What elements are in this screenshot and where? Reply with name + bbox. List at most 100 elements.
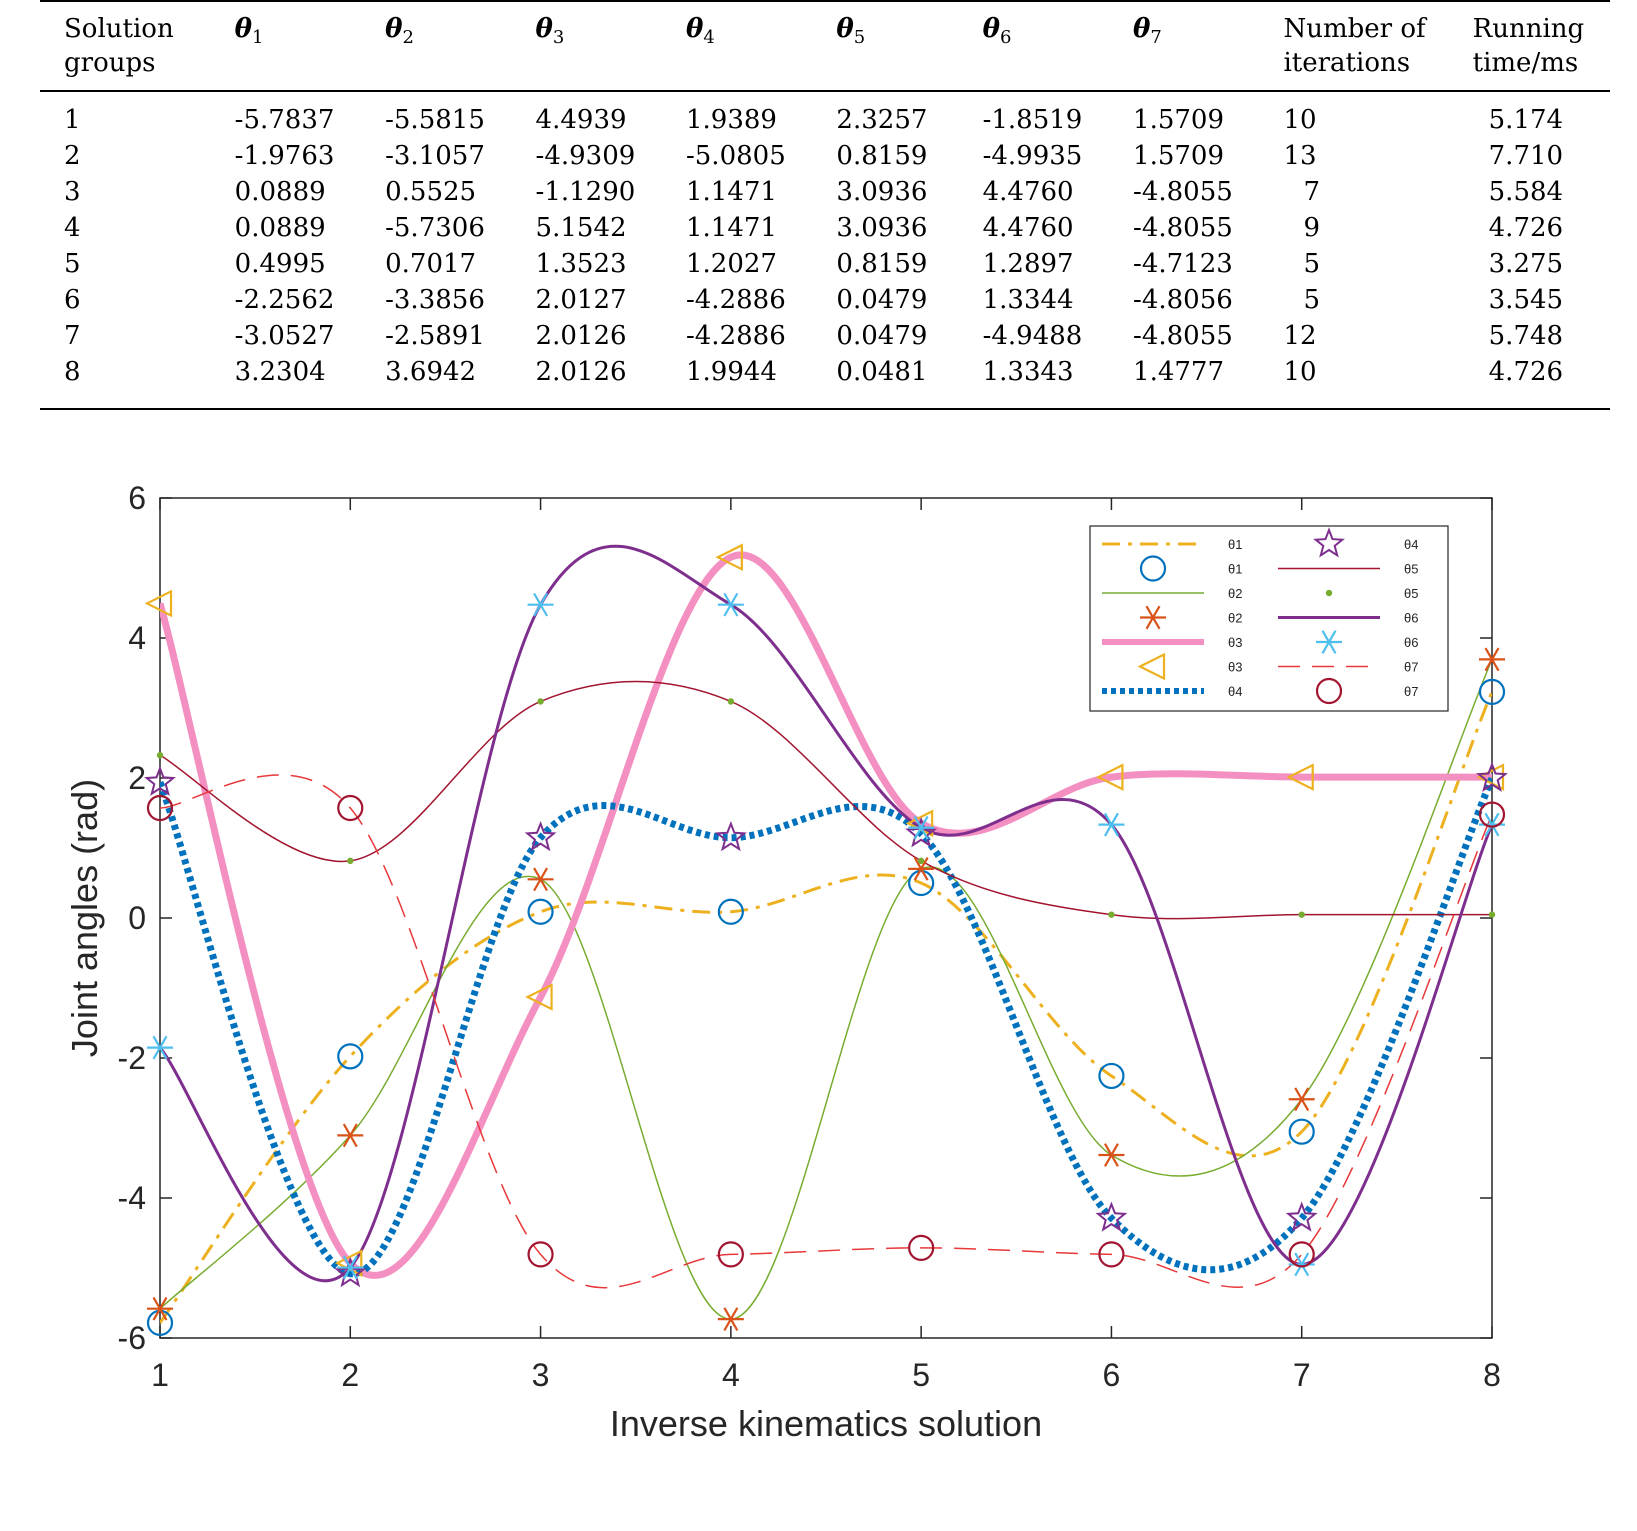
- joint-angles-chart: 1 2 3 4 5 6 7 8 -6 -4 -2 0 2 4 6 Inverse kinematics sol…: [64, 480, 1508, 1444]
- table-cell: 1.2897: [982, 249, 1074, 279]
- data-point-theta5: [1488, 911, 1496, 918]
- data-point-theta6-stroke: [723, 592, 739, 617]
- legend-label: θ4: [1404, 537, 1418, 552]
- table-header-cell: Running time/ms: [1449, 1, 1610, 91]
- table-cell: 1.9944: [685, 357, 777, 387]
- data-point-theta2: [908, 857, 935, 881]
- header-symbol: θ: [535, 14, 553, 44]
- table-cell: -5.5815: [385, 105, 485, 135]
- results-table-container: Solution groups θ1 θ2 θ3 θ4 θ5 θ6 θ7 Number of i…: [40, 0, 1610, 410]
- table-cell: 2.0126: [535, 321, 627, 351]
- data-point-theta6: [337, 1255, 364, 1280]
- legend-label: θ6: [1404, 635, 1418, 650]
- header-symbol: θ: [685, 14, 704, 44]
- data-point-theta1: [717, 898, 744, 925]
- table-cell: -5.7306: [385, 213, 485, 243]
- table-header-row: Solution groups θ1 θ2 θ3 θ4 θ5 θ6 θ7 Number of i…: [40, 1, 1610, 91]
- table-cell: 7: [1303, 177, 1321, 207]
- y-tick-label: 0: [128, 900, 146, 936]
- header-subscript: 3: [552, 27, 565, 49]
- table-cell: -4.8055: [1133, 321, 1233, 351]
- table-cell: 1: [64, 105, 81, 135]
- y-tick-label: -6: [118, 1320, 146, 1356]
- data-point-theta4: [714, 820, 747, 852]
- table-cell: 0.8159: [836, 249, 928, 279]
- table-header-cell: θ6: [959, 1, 1109, 91]
- data-point-theta1: [1478, 678, 1506, 705]
- table-cell: 13: [1283, 141, 1317, 171]
- table-cell: 4.4939: [535, 105, 627, 135]
- legend-marker-theta6: [1316, 630, 1342, 654]
- table-body: 1 -5.7837 -5.5815 4.4939 1.9389 2.3257 -1.8519…: [40, 91, 1610, 409]
- table-cell: 1.3344: [982, 285, 1074, 315]
- data-point-theta7: [146, 794, 174, 822]
- data-point-theta2: [337, 1123, 364, 1148]
- table-cell: 1.5709: [1133, 141, 1225, 171]
- data-point-theta6-stroke: [913, 815, 929, 840]
- y-axis-label: Joint angles (rad): [64, 779, 105, 1057]
- data-point-theta2-stroke: [342, 1123, 358, 1148]
- table-cell: -4.8056: [1133, 285, 1233, 315]
- data-point-theta1: [1098, 1062, 1125, 1090]
- data-point-theta5: [1108, 911, 1115, 918]
- legend-marker-theta1: [1139, 555, 1167, 582]
- data-point-theta4: [524, 820, 557, 852]
- legend-label: θ4: [1228, 684, 1242, 699]
- x-axis-label: Inverse kinematics solution: [610, 1403, 1042, 1444]
- legend-marker-theta7: [1315, 677, 1343, 705]
- data-point-theta2: [1098, 1143, 1125, 1167]
- series-line-theta7: [160, 774, 1492, 1289]
- series-line-theta2: [160, 659, 1492, 1320]
- header-label: Solution groups: [64, 14, 174, 78]
- table-cell: 3.275: [1488, 249, 1564, 279]
- legend-marker-theta3: [1137, 652, 1166, 681]
- data-point-theta6: [1098, 812, 1125, 837]
- legend-label: θ6: [1404, 611, 1418, 626]
- legend-marker-theta5: [1325, 589, 1333, 597]
- legend: [1089, 525, 1449, 712]
- data-point-theta2: [1288, 1087, 1315, 1112]
- table-cell: -4.8055: [1133, 213, 1233, 243]
- data-point-theta7: [337, 794, 364, 822]
- data-point-theta6: [527, 592, 554, 617]
- table-cell: 3.0936: [836, 177, 928, 207]
- x-tick-label: 2: [341, 1357, 359, 1393]
- data-point-theta6-stroke: [1103, 812, 1119, 837]
- x-tick-label: 3: [532, 1357, 550, 1393]
- table-cell: 0.0479: [836, 285, 928, 315]
- header-subscript: 4: [703, 27, 715, 49]
- table-cell: 0.0889: [234, 213, 326, 243]
- data-point-theta1: [1288, 1118, 1315, 1145]
- x-tick-label: 4: [722, 1357, 740, 1393]
- data-point-theta4: [905, 817, 938, 848]
- data-point-theta4: [1476, 761, 1508, 792]
- table-cell: -5.0805: [685, 141, 786, 171]
- table-cell: 5.1542: [535, 213, 627, 243]
- table-cell: 5.584: [1488, 177, 1564, 207]
- table-cell: 5: [1303, 249, 1321, 279]
- x-tick-label: 5: [912, 1357, 930, 1393]
- data-point-theta6-stroke: [342, 1255, 358, 1280]
- header-label: Number of iterations: [1283, 14, 1426, 78]
- header-symbol: θ: [836, 14, 854, 44]
- y-tick-label: 2: [128, 760, 146, 796]
- legend-label: θ1: [1228, 562, 1242, 577]
- y-tick-label: 6: [128, 480, 146, 516]
- table-cell: -2.2562: [234, 285, 335, 315]
- table-cell: -4.9488: [982, 321, 1083, 351]
- data-point-theta2-stroke: [152, 1296, 168, 1321]
- data-point-theta7: [1478, 801, 1506, 828]
- table-cell: 0.4995: [234, 249, 326, 279]
- table-cell: 1.1471: [685, 213, 777, 243]
- data-point-theta2-stroke: [1103, 1143, 1119, 1167]
- data-point-theta3: [525, 983, 553, 1011]
- data-point-theta2-stroke: [533, 867, 549, 892]
- table-cell: 4.726: [1488, 213, 1564, 243]
- solution-table: Solution groups θ1 θ2 θ3 θ4 θ5 θ6 θ7 Number of i…: [40, 0, 1610, 410]
- table-cell: 5.174: [1488, 105, 1564, 135]
- table-cell: 1.2027: [685, 249, 777, 279]
- data-point-theta2: [717, 1307, 744, 1332]
- data-point-theta4: [144, 765, 176, 796]
- table-header-cell: θ5: [812, 1, 958, 91]
- x-tick-label: 6: [1103, 1357, 1121, 1393]
